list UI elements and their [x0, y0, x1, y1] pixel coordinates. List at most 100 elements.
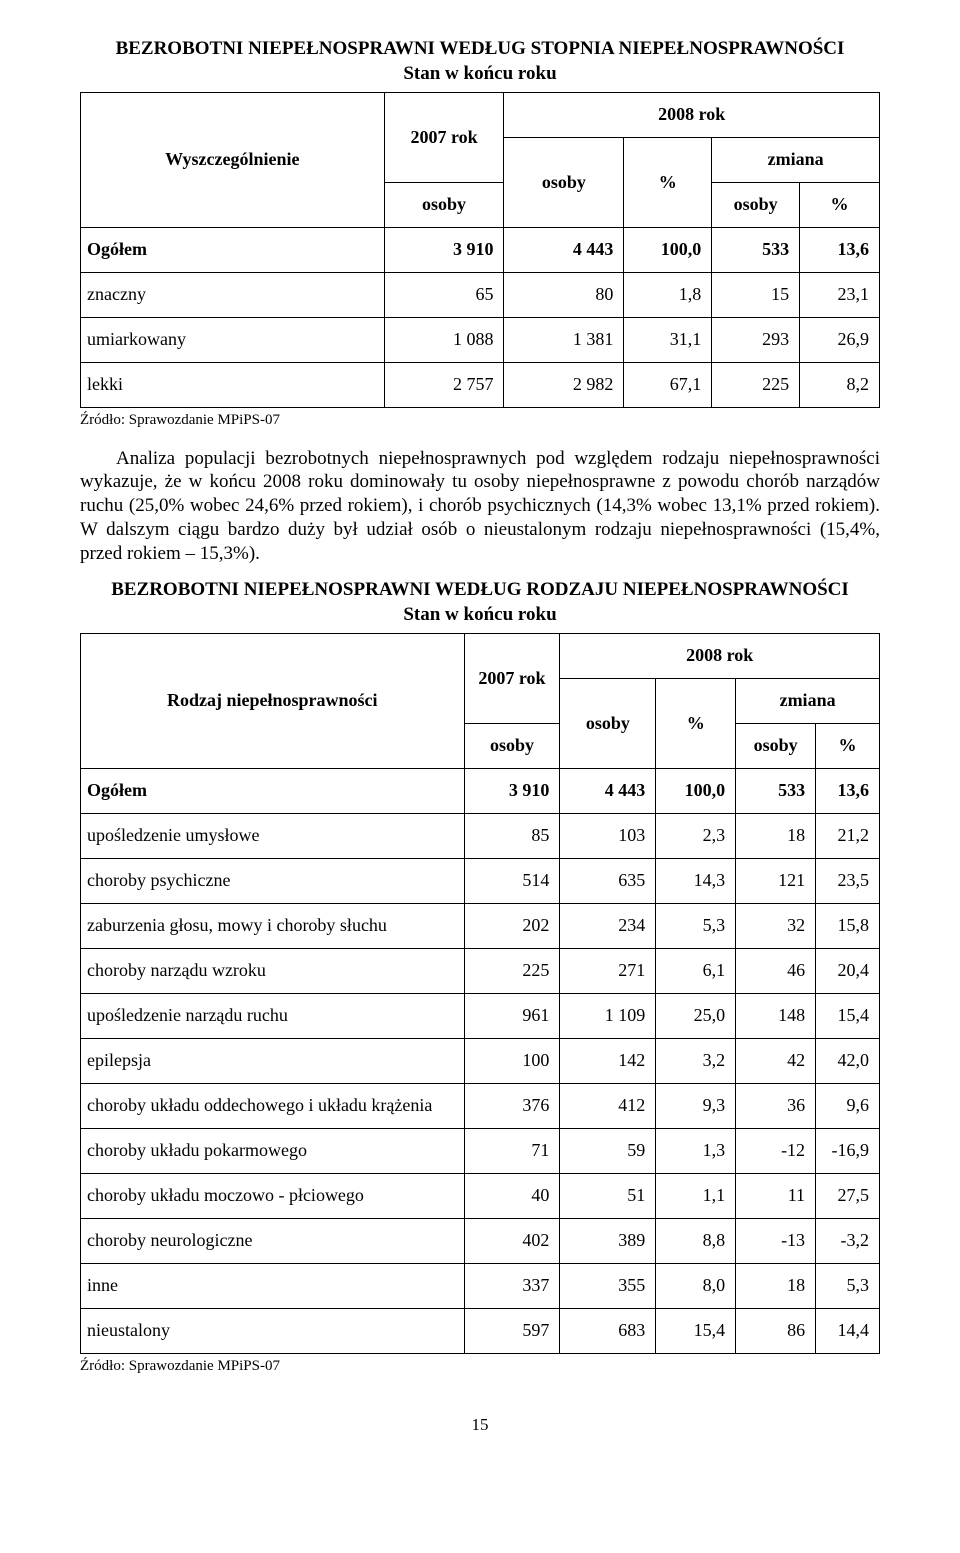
section1-subtitle: Stan w końcu roku [80, 63, 880, 86]
table-cell: 20,4 [816, 948, 880, 993]
section2-subtitle: Stan w końcu roku [80, 604, 880, 627]
table-cell: 26,9 [800, 317, 880, 362]
t2-h-pct-b: % [816, 723, 880, 768]
table-row: epilepsja1001423,24242,0 [81, 1038, 880, 1083]
table2: Rodzaj niepełnosprawności 2007 rok 2008 … [80, 633, 880, 1354]
table-cell: 31,1 [624, 317, 712, 362]
table-cell: 402 [464, 1218, 560, 1263]
table-cell: 202 [464, 903, 560, 948]
table-row: inne3373558,0185,3 [81, 1263, 880, 1308]
table-cell: 18 [736, 813, 816, 858]
table-cell: 412 [560, 1083, 656, 1128]
table-cell: 376 [464, 1083, 560, 1128]
table-cell: 1,1 [656, 1173, 736, 1218]
table-cell: 9,6 [816, 1083, 880, 1128]
table-cell: 3,2 [656, 1038, 736, 1083]
table-cell: 100 [464, 1038, 560, 1083]
table-cell: umiarkowany [81, 317, 385, 362]
table-cell: 271 [560, 948, 656, 993]
table-cell: 225 [464, 948, 560, 993]
t2-h-col1: Rodzaj niepełnosprawności [81, 633, 465, 768]
table-cell: 40 [464, 1173, 560, 1218]
t2-h-col3: 2008 rok [560, 633, 880, 678]
section2-source: Źródło: Sprawozdanie MPiPS-07 [80, 1358, 880, 1375]
table-cell: epilepsja [81, 1038, 465, 1083]
table-cell: 533 [712, 227, 800, 272]
table-cell: 67,1 [624, 362, 712, 407]
table-cell: 1 381 [504, 317, 624, 362]
table-cell: 5,3 [816, 1263, 880, 1308]
table-cell: 121 [736, 858, 816, 903]
table-cell: 3 910 [384, 227, 504, 272]
t2-h-osoby-a: osoby [464, 723, 560, 768]
table-row: choroby neurologiczne4023898,8-13-3,2 [81, 1218, 880, 1263]
table-cell: 514 [464, 858, 560, 903]
table-cell: 15 [712, 272, 800, 317]
table-cell: 65 [384, 272, 504, 317]
table-cell: 14,4 [816, 1308, 880, 1353]
table-row: znaczny65801,81523,1 [81, 272, 880, 317]
table-cell: 533 [736, 768, 816, 813]
table-cell: 234 [560, 903, 656, 948]
table-cell: choroby układu moczowo - płciowego [81, 1173, 465, 1218]
table-cell: 100,0 [656, 768, 736, 813]
table-row: choroby narządu wzroku2252716,14620,4 [81, 948, 880, 993]
t1-h-col3: 2008 rok [504, 92, 880, 137]
table-cell: 25,0 [656, 993, 736, 1038]
table-cell: 1 109 [560, 993, 656, 1038]
table1: Wyszczególnienie 2007 rok 2008 rok osoby… [80, 92, 880, 408]
table-cell: 36 [736, 1083, 816, 1128]
table-cell: -3,2 [816, 1218, 880, 1263]
table-row: nieustalony59768315,48614,4 [81, 1308, 880, 1353]
t1-h-osoby-c: osoby [712, 182, 800, 227]
table-cell: 80 [504, 272, 624, 317]
table-cell: 23,5 [816, 858, 880, 903]
table-row: umiarkowany1 0881 38131,129326,9 [81, 317, 880, 362]
table-cell: 1,3 [656, 1128, 736, 1173]
table-cell: 46 [736, 948, 816, 993]
table-cell: choroby układu oddechowego i układu krąż… [81, 1083, 465, 1128]
t1-h-osoby-a: osoby [384, 182, 504, 227]
table-cell: 389 [560, 1218, 656, 1263]
table-cell: Ogółem [81, 227, 385, 272]
table-cell: 225 [712, 362, 800, 407]
t2-h-pct: % [656, 678, 736, 768]
page-number: 15 [80, 1415, 880, 1435]
t1-h-col1: Wyszczególnienie [81, 92, 385, 227]
table-cell: 2 982 [504, 362, 624, 407]
table-cell: choroby neurologiczne [81, 1218, 465, 1263]
section2-title: BEZROBOTNI NIEPEŁNOSPRAWNI WEDŁUG RODZAJ… [80, 579, 880, 602]
table-cell: zaburzenia głosu, mowy i choroby słuchu [81, 903, 465, 948]
table-cell: 142 [560, 1038, 656, 1083]
table-cell: 8,2 [800, 362, 880, 407]
table-cell: 59 [560, 1128, 656, 1173]
table-cell: 1 088 [384, 317, 504, 362]
table-cell: upośledzenie narządu ruchu [81, 993, 465, 1038]
table-row: choroby układu moczowo - płciowego40511,… [81, 1173, 880, 1218]
table-cell: choroby narządu wzroku [81, 948, 465, 993]
table-cell: 42 [736, 1038, 816, 1083]
table-row: upośledzenie narządu ruchu9611 10925,014… [81, 993, 880, 1038]
table-cell: 4 443 [560, 768, 656, 813]
t2-body: Ogółem3 9104 443100,053313,6upośledzenie… [81, 768, 880, 1353]
table-cell: 11 [736, 1173, 816, 1218]
table-cell: 13,6 [800, 227, 880, 272]
table-cell: 23,1 [800, 272, 880, 317]
table-cell: 32 [736, 903, 816, 948]
table-cell: 86 [736, 1308, 816, 1353]
table-cell: choroby układu pokarmowego [81, 1128, 465, 1173]
t1-h-pct-b: % [800, 182, 880, 227]
table-cell: 18 [736, 1263, 816, 1308]
table-cell: -13 [736, 1218, 816, 1263]
table-row: Ogółem3 9104 443100,053313,6 [81, 227, 880, 272]
table-cell: 597 [464, 1308, 560, 1353]
table-cell: 9,3 [656, 1083, 736, 1128]
body-paragraph: Analiza populacji bezrobotnych niepełnos… [80, 447, 880, 566]
table-cell: 13,6 [816, 768, 880, 813]
table-cell: 3 910 [464, 768, 560, 813]
t1-h-zmiana: zmiana [712, 137, 880, 182]
table-cell: 337 [464, 1263, 560, 1308]
table-cell: 4 443 [504, 227, 624, 272]
table-cell: choroby psychiczne [81, 858, 465, 903]
table-cell: -12 [736, 1128, 816, 1173]
